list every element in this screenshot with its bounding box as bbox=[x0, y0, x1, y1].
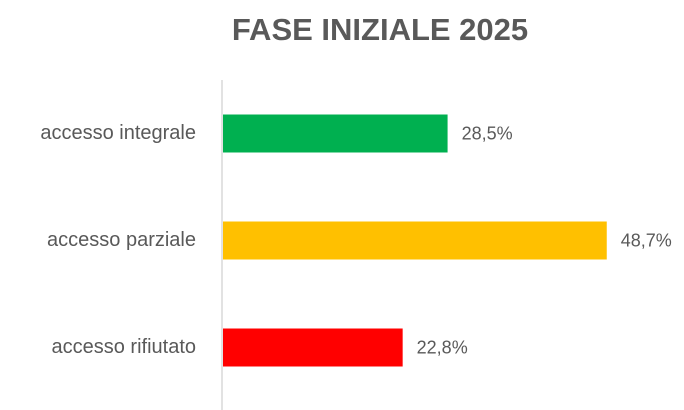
category-label: accesso parziale bbox=[47, 229, 196, 251]
category-label: accesso integrale bbox=[40, 122, 196, 144]
chart-title: FASE INIZIALE 2025 bbox=[232, 12, 528, 47]
value-label: 22,8% bbox=[417, 337, 468, 357]
bar bbox=[223, 328, 403, 367]
bar bbox=[223, 114, 448, 153]
value-label: 28,5% bbox=[462, 123, 513, 143]
category-label: accesso rifiutato bbox=[51, 336, 196, 358]
value-label: 48,7% bbox=[621, 230, 672, 250]
bar bbox=[223, 221, 607, 260]
